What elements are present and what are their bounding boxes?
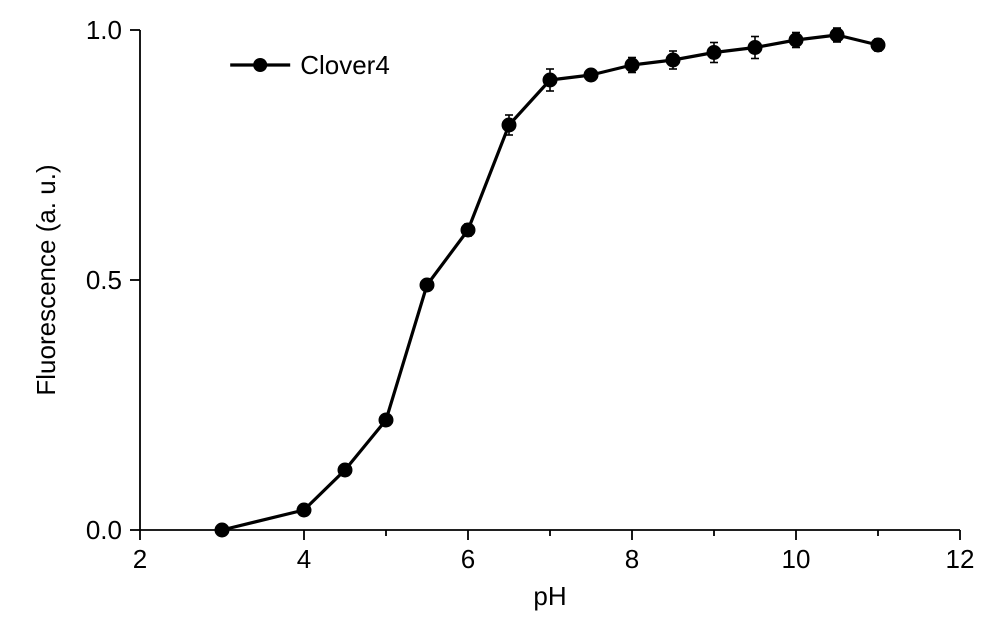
data-marker bbox=[871, 38, 885, 52]
y-axis-label: Fluorescence (a. u.) bbox=[31, 164, 61, 395]
data-marker bbox=[420, 278, 434, 292]
data-marker bbox=[379, 413, 393, 427]
legend-label: Clover4 bbox=[300, 50, 390, 80]
x-tick-label: 6 bbox=[461, 544, 475, 574]
chart-container: 2 4 6 8 10 12 0.0 0.5 1.0 pH Fluorescence (a. u.) C… bbox=[0, 0, 1000, 625]
legend-marker bbox=[253, 58, 267, 72]
y-tick-label: 1.0 bbox=[86, 15, 122, 45]
y-tick-label: 0.0 bbox=[86, 515, 122, 545]
data-marker bbox=[748, 41, 762, 55]
data-marker bbox=[707, 46, 721, 60]
data-marker bbox=[502, 118, 516, 132]
data-marker bbox=[338, 463, 352, 477]
data-marker bbox=[297, 503, 311, 517]
series-line bbox=[222, 35, 878, 530]
x-tick-label: 4 bbox=[297, 544, 311, 574]
x-axis-label: pH bbox=[533, 581, 566, 611]
x-tick-label: 8 bbox=[625, 544, 639, 574]
data-marker bbox=[543, 73, 557, 87]
data-marker bbox=[215, 523, 229, 537]
data-marker bbox=[584, 68, 598, 82]
data-marker bbox=[789, 33, 803, 47]
x-tick-label: 12 bbox=[946, 544, 975, 574]
data-marker bbox=[666, 53, 680, 67]
data-marker bbox=[461, 223, 475, 237]
x-tick-label: 10 bbox=[782, 544, 811, 574]
data-marker bbox=[625, 58, 639, 72]
line-chart: 2 4 6 8 10 12 0.0 0.5 1.0 pH Fluorescence (a. u.) C… bbox=[0, 0, 1000, 625]
y-tick-label: 0.5 bbox=[86, 265, 122, 295]
data-marker bbox=[830, 28, 844, 42]
x-tick-label: 2 bbox=[133, 544, 147, 574]
